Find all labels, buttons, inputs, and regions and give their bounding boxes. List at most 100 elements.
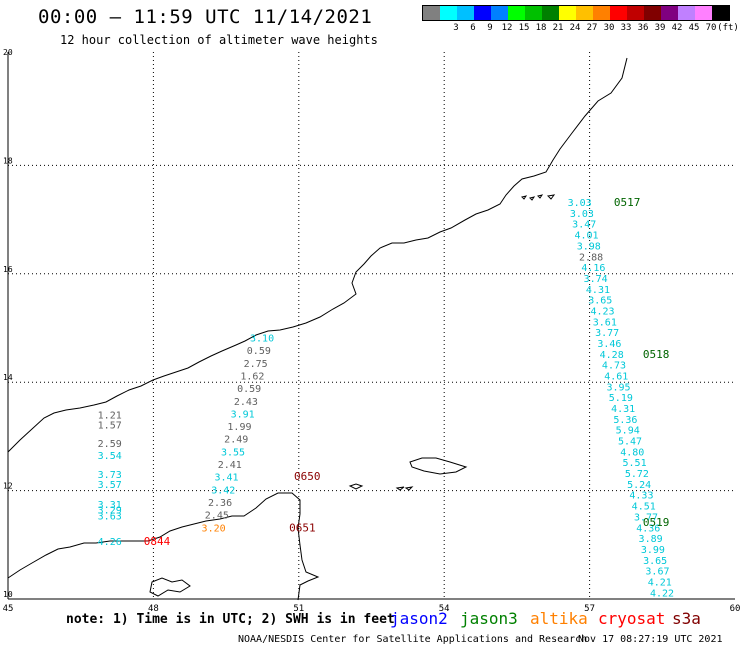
swh-value: 2.41 [218, 460, 242, 471]
small-island-1 [395, 486, 405, 491]
swh-value: 4.01 [574, 231, 598, 242]
legend-swatch [678, 6, 695, 20]
legend-swatch [712, 6, 729, 20]
socotra-island [409, 457, 468, 475]
axis-ticks: 45 48 51 54 57 60 10 12 14 16 18 20 [3, 48, 740, 614]
legend-swatch [423, 6, 440, 20]
y-tick-label: 12 [3, 482, 13, 491]
swh-value: 2.88 [579, 252, 603, 263]
swh-value: 3.55 [221, 447, 245, 458]
footer-note: note: 1) Time is in UTC; 2) SWH is in fe… [66, 612, 395, 627]
swh-value: 4.80 [620, 447, 644, 458]
legend-swatch [576, 6, 593, 20]
footer-credit: NOAA/NESDIS Center for Satellite Applica… [238, 634, 588, 645]
swh-value: 3.89 [639, 534, 663, 545]
swh-value: 1.99 [227, 422, 251, 433]
x-tick-label: 54 [439, 604, 450, 614]
legend-label: 39 [654, 23, 666, 33]
footer-timestamp: Nov 17 08:27:19 UTC 2021 [578, 634, 723, 645]
swh-value: 4.26 [98, 537, 122, 548]
legend-label: 15 [518, 23, 530, 33]
swh-value: 3.65 [588, 296, 612, 307]
pass-time-label: 0650 [294, 470, 321, 483]
swh-value: 3.03 [568, 198, 592, 209]
swh-value: 3.77 [634, 512, 658, 523]
swh-value: 3.91 [231, 409, 255, 420]
swh-value: 3.57 [98, 480, 122, 491]
legend-labels: 3 6 9 12 15 18 21 24 27 30 33 36 39 42 45 70 (ft) [422, 21, 739, 35]
satellite-jason2: jason2 [390, 609, 448, 628]
legend-label: 42 [671, 23, 683, 33]
swh-value: 3.65 [643, 556, 667, 567]
legend-label: 9 [487, 23, 493, 33]
swh-value: 3.10 [250, 334, 274, 345]
swh-value: 2.59 [98, 439, 122, 450]
y-tick-label: 18 [3, 156, 13, 165]
legend-swatch [457, 6, 474, 20]
swh-value: 5.72 [625, 469, 649, 480]
swh-value: 3.73 [98, 470, 122, 481]
satellite-cryosat: cryosat [598, 609, 666, 628]
swh-value: 3.54 [98, 451, 122, 462]
pass-time-label: 0518 [643, 348, 670, 361]
pass-time-label: 0844 [144, 535, 171, 548]
swh-value: 1.21 [98, 411, 122, 422]
y-tick-label: 16 [3, 265, 13, 274]
pass-time-label: 0651 [289, 521, 316, 534]
horn-islands [149, 577, 191, 597]
legend-swatch [627, 6, 644, 20]
legend-swatch [610, 6, 627, 20]
swh-value: 2.45 [205, 511, 229, 522]
swh-value: 0.59 [237, 384, 261, 395]
small-island-2 [404, 486, 414, 491]
legend-label: 36 [637, 23, 649, 33]
y-tick-label: 10 [3, 590, 13, 599]
coastline [7, 57, 628, 601]
legend-swatch [440, 6, 457, 20]
legend-label: 6 [470, 23, 476, 33]
swh-value: 3.47 [572, 220, 596, 231]
swh-value: 3.42 [211, 485, 235, 496]
swh-value: 2.75 [244, 359, 268, 370]
legend-color-bar [422, 5, 730, 21]
legend-label: 30 [603, 23, 615, 33]
somalia-coastline [7, 492, 320, 601]
legend-label: 45 [688, 23, 700, 33]
x-tick-label: 57 [584, 604, 595, 614]
swh-value: 4.33 [629, 491, 653, 502]
x-tick-label: 51 [293, 604, 304, 614]
legend-label: 3 [453, 23, 459, 33]
swh-value: 5.36 [613, 415, 637, 426]
x-tick-label: 60 [730, 604, 740, 614]
altimeter-passes: 3.033.033.474.013.982.884.163.744.313.65… [98, 196, 674, 599]
swh-value: 3.41 [214, 473, 238, 484]
color-legend: 3 6 9 12 15 18 21 24 27 30 33 36 39 42 45 70 (ft) [422, 5, 739, 35]
kuria-muria-islands [521, 194, 556, 201]
pass-time-label: 0519 [643, 516, 670, 529]
swh-value: 3.46 [597, 339, 621, 350]
swh-value: 3.74 [584, 274, 608, 285]
swh-value: 4.23 [590, 306, 614, 317]
swh-value: 0.59 [247, 346, 271, 357]
swh-value: 4.28 [600, 350, 624, 361]
map-subtitle: 12 hour collection of altimeter wave hei… [60, 33, 378, 47]
swh-value: 3.31 [98, 500, 122, 511]
swh-value: 4.73 [602, 361, 626, 372]
x-tick-label: 48 [148, 604, 159, 614]
swh-value: 3.03 [570, 209, 594, 220]
swh-value: 3.61 [593, 317, 617, 328]
swh-value: 3.98 [577, 241, 601, 252]
satellite-jason3: jason3 [460, 609, 518, 628]
legend-swatch [474, 6, 491, 20]
legend-swatch [593, 6, 610, 20]
swh-value: 5.24 [627, 480, 651, 491]
swh-value: 2.49 [224, 435, 248, 446]
satellite-altika: altika [530, 609, 588, 628]
x-tick-label: 45 [3, 604, 14, 614]
legend-swatch [644, 6, 661, 20]
swh-value: 5.19 [609, 393, 633, 404]
map-frame [7, 52, 735, 600]
swh-value: 3.67 [645, 567, 669, 578]
legend-label: 18 [535, 23, 547, 33]
